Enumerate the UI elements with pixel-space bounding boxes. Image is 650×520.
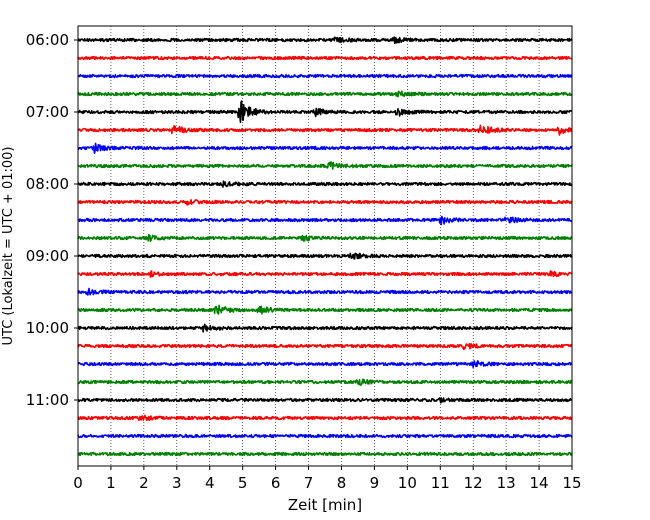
trace-line bbox=[77, 36, 573, 45]
x-tick-label: 13 bbox=[497, 474, 516, 492]
y-tick-label: 07:00 bbox=[26, 103, 69, 121]
x-tick-label: 12 bbox=[464, 474, 483, 492]
trace-line bbox=[77, 360, 573, 369]
x-axis-label: Zeit [min] bbox=[288, 496, 362, 514]
trace-line bbox=[77, 304, 573, 315]
y-tick-label: 11:00 bbox=[26, 391, 69, 409]
x-tick-label: 0 bbox=[73, 474, 83, 492]
trace-line bbox=[77, 397, 573, 404]
trace-line bbox=[77, 323, 573, 333]
y-tick-label: 06:00 bbox=[26, 31, 69, 49]
y-tick-label: 10:00 bbox=[26, 319, 69, 337]
trace-line bbox=[77, 287, 573, 296]
y-tick-label: 09:00 bbox=[26, 247, 69, 265]
trace-line bbox=[77, 433, 573, 439]
x-tick-label: 10 bbox=[398, 474, 417, 492]
x-tick-label: 15 bbox=[562, 474, 581, 492]
x-tick-label: 9 bbox=[370, 474, 380, 492]
x-tick-label: 4 bbox=[205, 474, 215, 492]
x-tick-label: 6 bbox=[271, 474, 281, 492]
trace-line bbox=[77, 252, 573, 260]
x-tick-label: 2 bbox=[139, 474, 149, 492]
trace-line bbox=[77, 100, 573, 124]
x-tick-label: 11 bbox=[431, 474, 450, 492]
trace-line bbox=[77, 90, 573, 98]
trace-line bbox=[77, 414, 573, 422]
trace-line bbox=[77, 55, 573, 61]
x-tick-label: 5 bbox=[238, 474, 248, 492]
trace-line bbox=[77, 378, 573, 386]
trace-group bbox=[77, 36, 573, 457]
x-tick-label: 8 bbox=[337, 474, 347, 492]
vertical-grid bbox=[110, 26, 540, 466]
x-tick-label: 1 bbox=[106, 474, 116, 492]
y-axis-label: UTC (Lokalzeit = UTC + 01:00) bbox=[1, 147, 16, 346]
trace-line bbox=[77, 142, 573, 154]
trace-line bbox=[77, 180, 573, 188]
trace-line bbox=[77, 161, 573, 170]
x-tick-label: 7 bbox=[304, 474, 314, 492]
trace-line bbox=[77, 73, 573, 79]
trace-line bbox=[77, 451, 573, 457]
x-tick-label: 14 bbox=[530, 474, 549, 492]
x-tick-label: 3 bbox=[172, 474, 182, 492]
trace-line bbox=[77, 342, 573, 351]
y-axis: 06:00 07:00 08:00 09:00 10:00 11:00 bbox=[26, 31, 78, 409]
y-tick-label: 08:00 bbox=[26, 175, 69, 193]
trace-line bbox=[77, 124, 573, 136]
trace-line bbox=[77, 199, 573, 206]
trace-line bbox=[77, 270, 573, 278]
trace-line bbox=[77, 215, 573, 226]
plot-frame bbox=[77, 25, 573, 467]
x-axis: 0 1 2 3 4 5 6 7 8 9 10 11 12 13 14 15 bbox=[73, 466, 582, 492]
trace-line bbox=[77, 233, 573, 242]
